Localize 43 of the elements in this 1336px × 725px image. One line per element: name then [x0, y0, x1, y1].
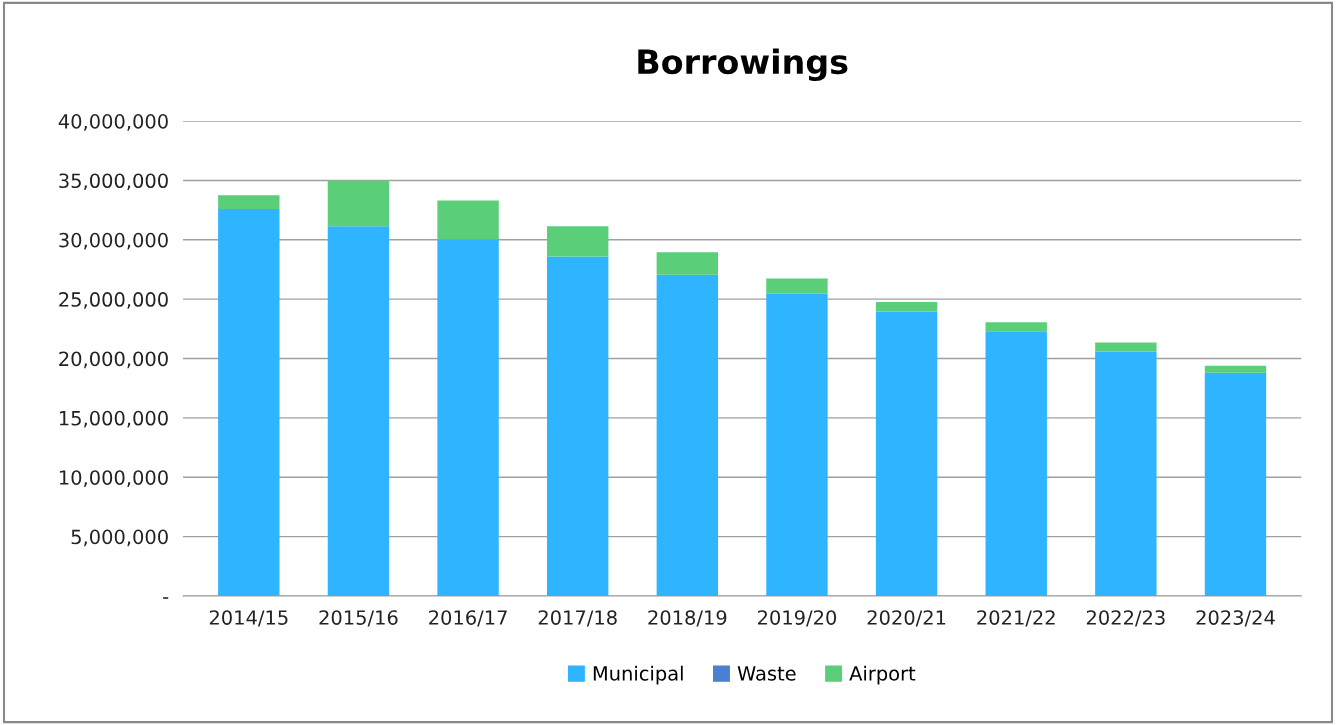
legend-label: Airport [849, 665, 916, 685]
bar [875, 311, 938, 596]
bar [547, 226, 609, 257]
bar [437, 200, 499, 240]
y-tick-label: - [163, 597, 169, 599]
x-tick-label: 2018/19 [648, 610, 727, 627]
bar [1204, 372, 1267, 596]
y-tick-label: 25,000,000 [59, 292, 168, 309]
bar [985, 331, 1047, 596]
x-tick-label: 2023/24 [1196, 610, 1275, 627]
y-tick-label: 10,000,000 [59, 470, 168, 487]
x-tick-label: 2017/18 [538, 610, 617, 627]
bar [547, 256, 609, 596]
legend-label: Waste [737, 666, 796, 681]
bar [875, 302, 938, 312]
bar [1204, 365, 1267, 373]
bar [766, 293, 828, 596]
y-tick-label: 35,000,000 [59, 173, 168, 191]
bar [985, 322, 1047, 332]
y-tick-label: 40,000,000 [58, 114, 168, 131]
bar [656, 274, 719, 596]
x-tick-label: 2021/22 [977, 610, 1055, 627]
bar [1095, 342, 1157, 352]
bar [327, 180, 390, 227]
y-tick-label: 20,000,000 [59, 351, 168, 369]
x-tick-label: 2015/16 [319, 610, 398, 627]
bar [437, 239, 499, 596]
y-tick-label: 15,000,000 [59, 410, 168, 428]
bar [766, 278, 828, 294]
y-tick-label: 30,000,000 [59, 232, 168, 250]
x-tick-label: 2014/15 [209, 610, 288, 627]
bar [656, 252, 719, 275]
x-tick-label: 2020/21 [867, 610, 946, 627]
bar [218, 195, 280, 209]
bar [218, 208, 280, 596]
legend-label: Municipal [593, 665, 683, 685]
chart-title: Borrowings [638, 48, 848, 82]
bar [327, 226, 390, 596]
x-tick-label: 2016/17 [429, 610, 507, 627]
bar [1095, 351, 1157, 596]
y-tick-label: 5,000,000 [71, 529, 168, 547]
x-tick-label: 2022/23 [1086, 610, 1165, 627]
x-tick-label: 2019/20 [758, 610, 837, 627]
